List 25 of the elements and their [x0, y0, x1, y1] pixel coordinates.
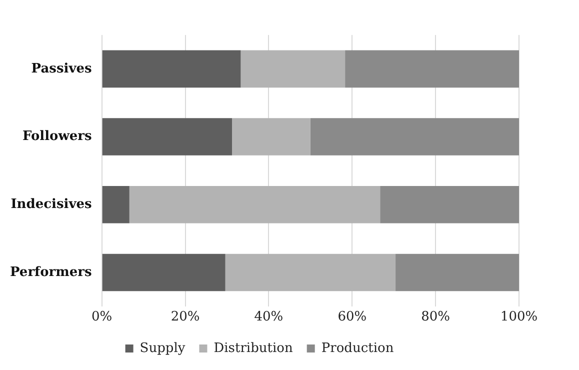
y-tick-label: Indecisives [10, 197, 92, 212]
bar [102, 50, 241, 88]
y-tick-label: Followers [22, 129, 92, 144]
bar [310, 118, 519, 156]
legend-label: Distribution [214, 340, 294, 356]
legend-label: Supply [140, 340, 186, 356]
bar [225, 254, 396, 292]
bar [380, 186, 519, 224]
y-tick-label: Passives [31, 61, 92, 76]
bar [129, 186, 380, 224]
y-tick-label: Performers [10, 264, 92, 280]
legend-label: Production [321, 340, 394, 356]
bar [102, 186, 130, 224]
bar [232, 118, 310, 156]
x-tick-label: 20% [170, 310, 200, 325]
x-tick-label: 40% [254, 310, 284, 325]
bar [102, 254, 226, 292]
bar [345, 50, 519, 88]
bar [102, 118, 232, 156]
x-tick-label: 100% [500, 310, 538, 325]
bar [240, 50, 346, 88]
x-tick-label: 80% [421, 310, 450, 325]
x-tick-label: 0% [92, 310, 112, 325]
x-tick-label: 60% [338, 310, 367, 325]
bar [396, 254, 519, 292]
